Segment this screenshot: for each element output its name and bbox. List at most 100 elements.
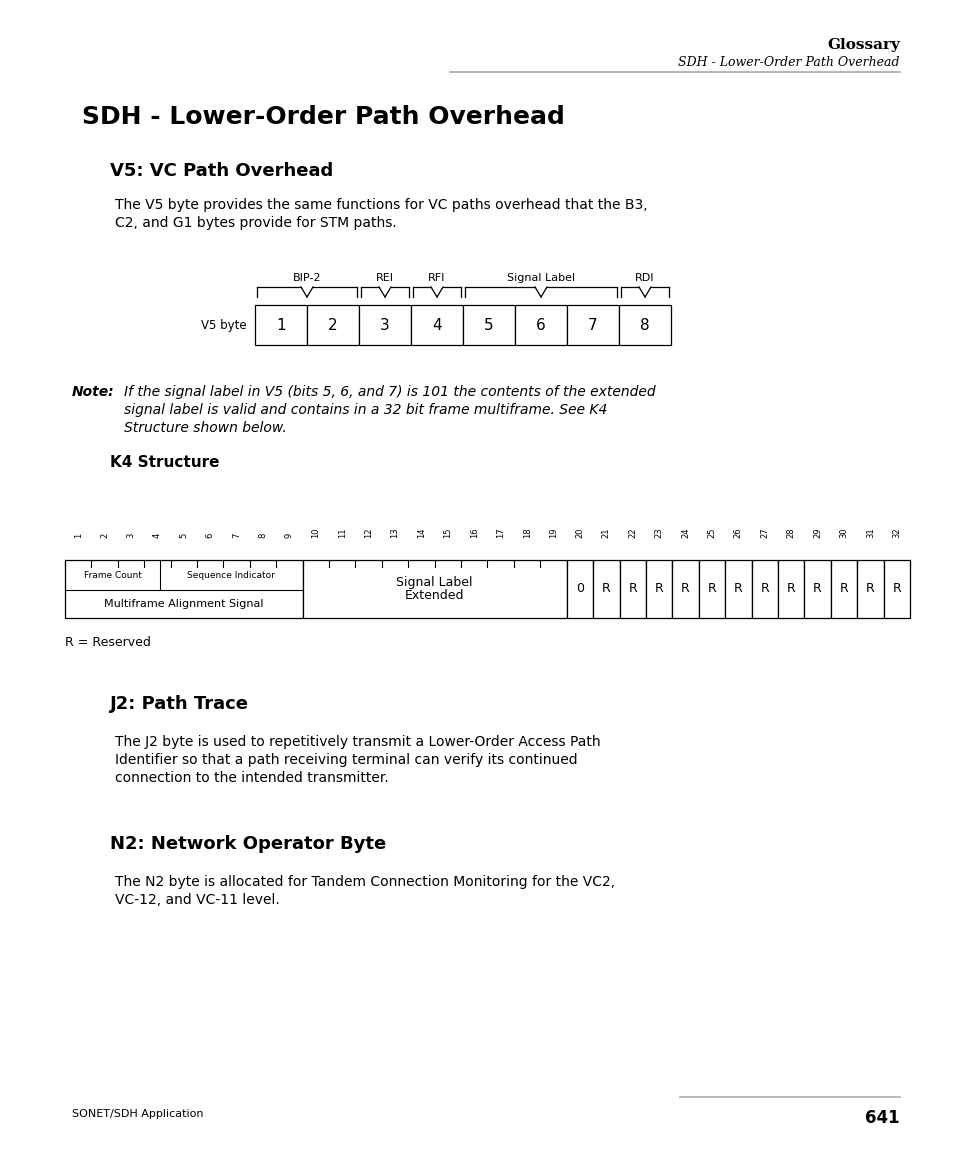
Text: R: R: [707, 583, 716, 596]
Text: RFI: RFI: [428, 274, 445, 283]
Text: 7: 7: [232, 533, 241, 538]
Text: 22: 22: [628, 527, 637, 538]
Text: 16: 16: [469, 527, 478, 538]
Text: SDH - Lower-Order Path Overhead: SDH - Lower-Order Path Overhead: [82, 105, 564, 129]
Bar: [515, 305, 566, 345]
Bar: [411, 305, 462, 345]
Text: R: R: [786, 583, 795, 596]
Text: R: R: [839, 583, 847, 596]
Text: The J2 byte is used to repetitively transmit a Lower-Order Access Path: The J2 byte is used to repetitively tran…: [115, 735, 600, 749]
Text: 6: 6: [536, 318, 545, 333]
Text: 2: 2: [328, 318, 337, 333]
Text: 10: 10: [311, 527, 320, 538]
Text: 1: 1: [73, 533, 83, 538]
Text: 21: 21: [601, 527, 610, 538]
Bar: [830, 560, 857, 618]
Text: R: R: [760, 583, 768, 596]
Text: 19: 19: [548, 527, 558, 538]
Text: 15: 15: [443, 527, 452, 538]
Text: R: R: [680, 583, 689, 596]
Text: 7: 7: [588, 318, 598, 333]
Text: 31: 31: [865, 527, 874, 538]
Text: 8: 8: [258, 533, 267, 538]
Text: Multiframe Alignment Signal: Multiframe Alignment Signal: [104, 599, 263, 610]
Bar: [803, 560, 830, 618]
Text: Note:: Note:: [71, 385, 114, 399]
Text: Extended: Extended: [404, 590, 464, 603]
Text: 27: 27: [760, 527, 768, 538]
Bar: [777, 560, 803, 618]
Bar: [618, 560, 645, 618]
Text: 32: 32: [891, 527, 901, 538]
Text: 23: 23: [654, 527, 663, 538]
Text: K4 Structure: K4 Structure: [110, 455, 219, 471]
Text: Identifier so that a path receiving terminal can verify its continued: Identifier so that a path receiving term…: [115, 753, 577, 767]
Text: BIP-2: BIP-2: [293, 274, 321, 283]
Text: 13: 13: [390, 527, 399, 538]
Text: 11: 11: [337, 527, 346, 538]
Text: The V5 byte provides the same functions for VC paths overhead that the B3,: The V5 byte provides the same functions …: [115, 198, 647, 212]
Text: R: R: [654, 583, 663, 596]
Bar: [724, 560, 751, 618]
Bar: [751, 560, 777, 618]
Text: 1: 1: [276, 318, 286, 333]
Text: R: R: [891, 583, 901, 596]
Text: 17: 17: [496, 527, 505, 538]
Text: R = Reserved: R = Reserved: [65, 636, 151, 649]
Text: 4: 4: [152, 533, 162, 538]
Text: 20: 20: [575, 527, 584, 538]
Text: 2: 2: [100, 533, 109, 538]
Text: V5 byte: V5 byte: [201, 319, 247, 331]
Bar: [566, 560, 593, 618]
Text: If the signal label in V5 (bits 5, 6, and 7) is 101 the contents of the extended: If the signal label in V5 (bits 5, 6, an…: [124, 385, 655, 399]
Text: Sequence Indicator: Sequence Indicator: [187, 570, 275, 580]
Bar: [307, 305, 358, 345]
Text: 25: 25: [707, 527, 716, 538]
Bar: [254, 305, 307, 345]
Text: 5: 5: [179, 533, 188, 538]
Text: 3: 3: [379, 318, 390, 333]
Text: 26: 26: [733, 527, 742, 538]
Bar: [593, 560, 618, 618]
Text: signal label is valid and contains in a 32 bit frame multiframe. See K4: signal label is valid and contains in a …: [124, 403, 607, 417]
Text: Glossary: Glossary: [826, 38, 899, 52]
Text: V5: VC Path Overhead: V5: VC Path Overhead: [110, 162, 333, 180]
Text: 24: 24: [680, 527, 689, 538]
Bar: [462, 305, 515, 345]
Text: Signal Label: Signal Label: [506, 274, 575, 283]
Text: 9: 9: [285, 533, 294, 538]
Text: J2: Path Trace: J2: Path Trace: [110, 695, 249, 713]
Text: R: R: [733, 583, 742, 596]
Text: Frame Count: Frame Count: [84, 570, 141, 580]
Bar: [857, 560, 882, 618]
Text: 4: 4: [432, 318, 441, 333]
Text: R: R: [812, 583, 821, 596]
Text: 28: 28: [786, 527, 795, 538]
Text: R: R: [865, 583, 874, 596]
Text: C2, and G1 bytes provide for STM paths.: C2, and G1 bytes provide for STM paths.: [115, 216, 396, 229]
Text: Structure shown below.: Structure shown below.: [124, 421, 287, 435]
Text: VC-12, and VC-11 level.: VC-12, and VC-11 level.: [115, 892, 279, 907]
Text: 3: 3: [127, 533, 135, 538]
Text: 5: 5: [484, 318, 494, 333]
Text: RDI: RDI: [635, 274, 654, 283]
Bar: [618, 305, 670, 345]
Bar: [698, 560, 724, 618]
Text: SONET/SDH Application: SONET/SDH Application: [71, 1109, 203, 1118]
Bar: [358, 305, 411, 345]
Bar: [65, 560, 302, 618]
Text: 30: 30: [839, 527, 847, 538]
Text: 0: 0: [576, 583, 583, 596]
Text: 18: 18: [522, 527, 531, 538]
Text: R: R: [628, 583, 637, 596]
Text: REI: REI: [375, 274, 394, 283]
Text: 14: 14: [416, 527, 426, 538]
Text: Signal Label: Signal Label: [396, 576, 473, 589]
Text: 641: 641: [864, 1109, 899, 1127]
Bar: [672, 560, 698, 618]
Bar: [882, 560, 909, 618]
Bar: [645, 560, 672, 618]
Text: 6: 6: [206, 533, 214, 538]
Text: SDH - Lower-Order Path Overhead: SDH - Lower-Order Path Overhead: [678, 56, 899, 70]
Text: N2: Network Operator Byte: N2: Network Operator Byte: [110, 834, 386, 853]
